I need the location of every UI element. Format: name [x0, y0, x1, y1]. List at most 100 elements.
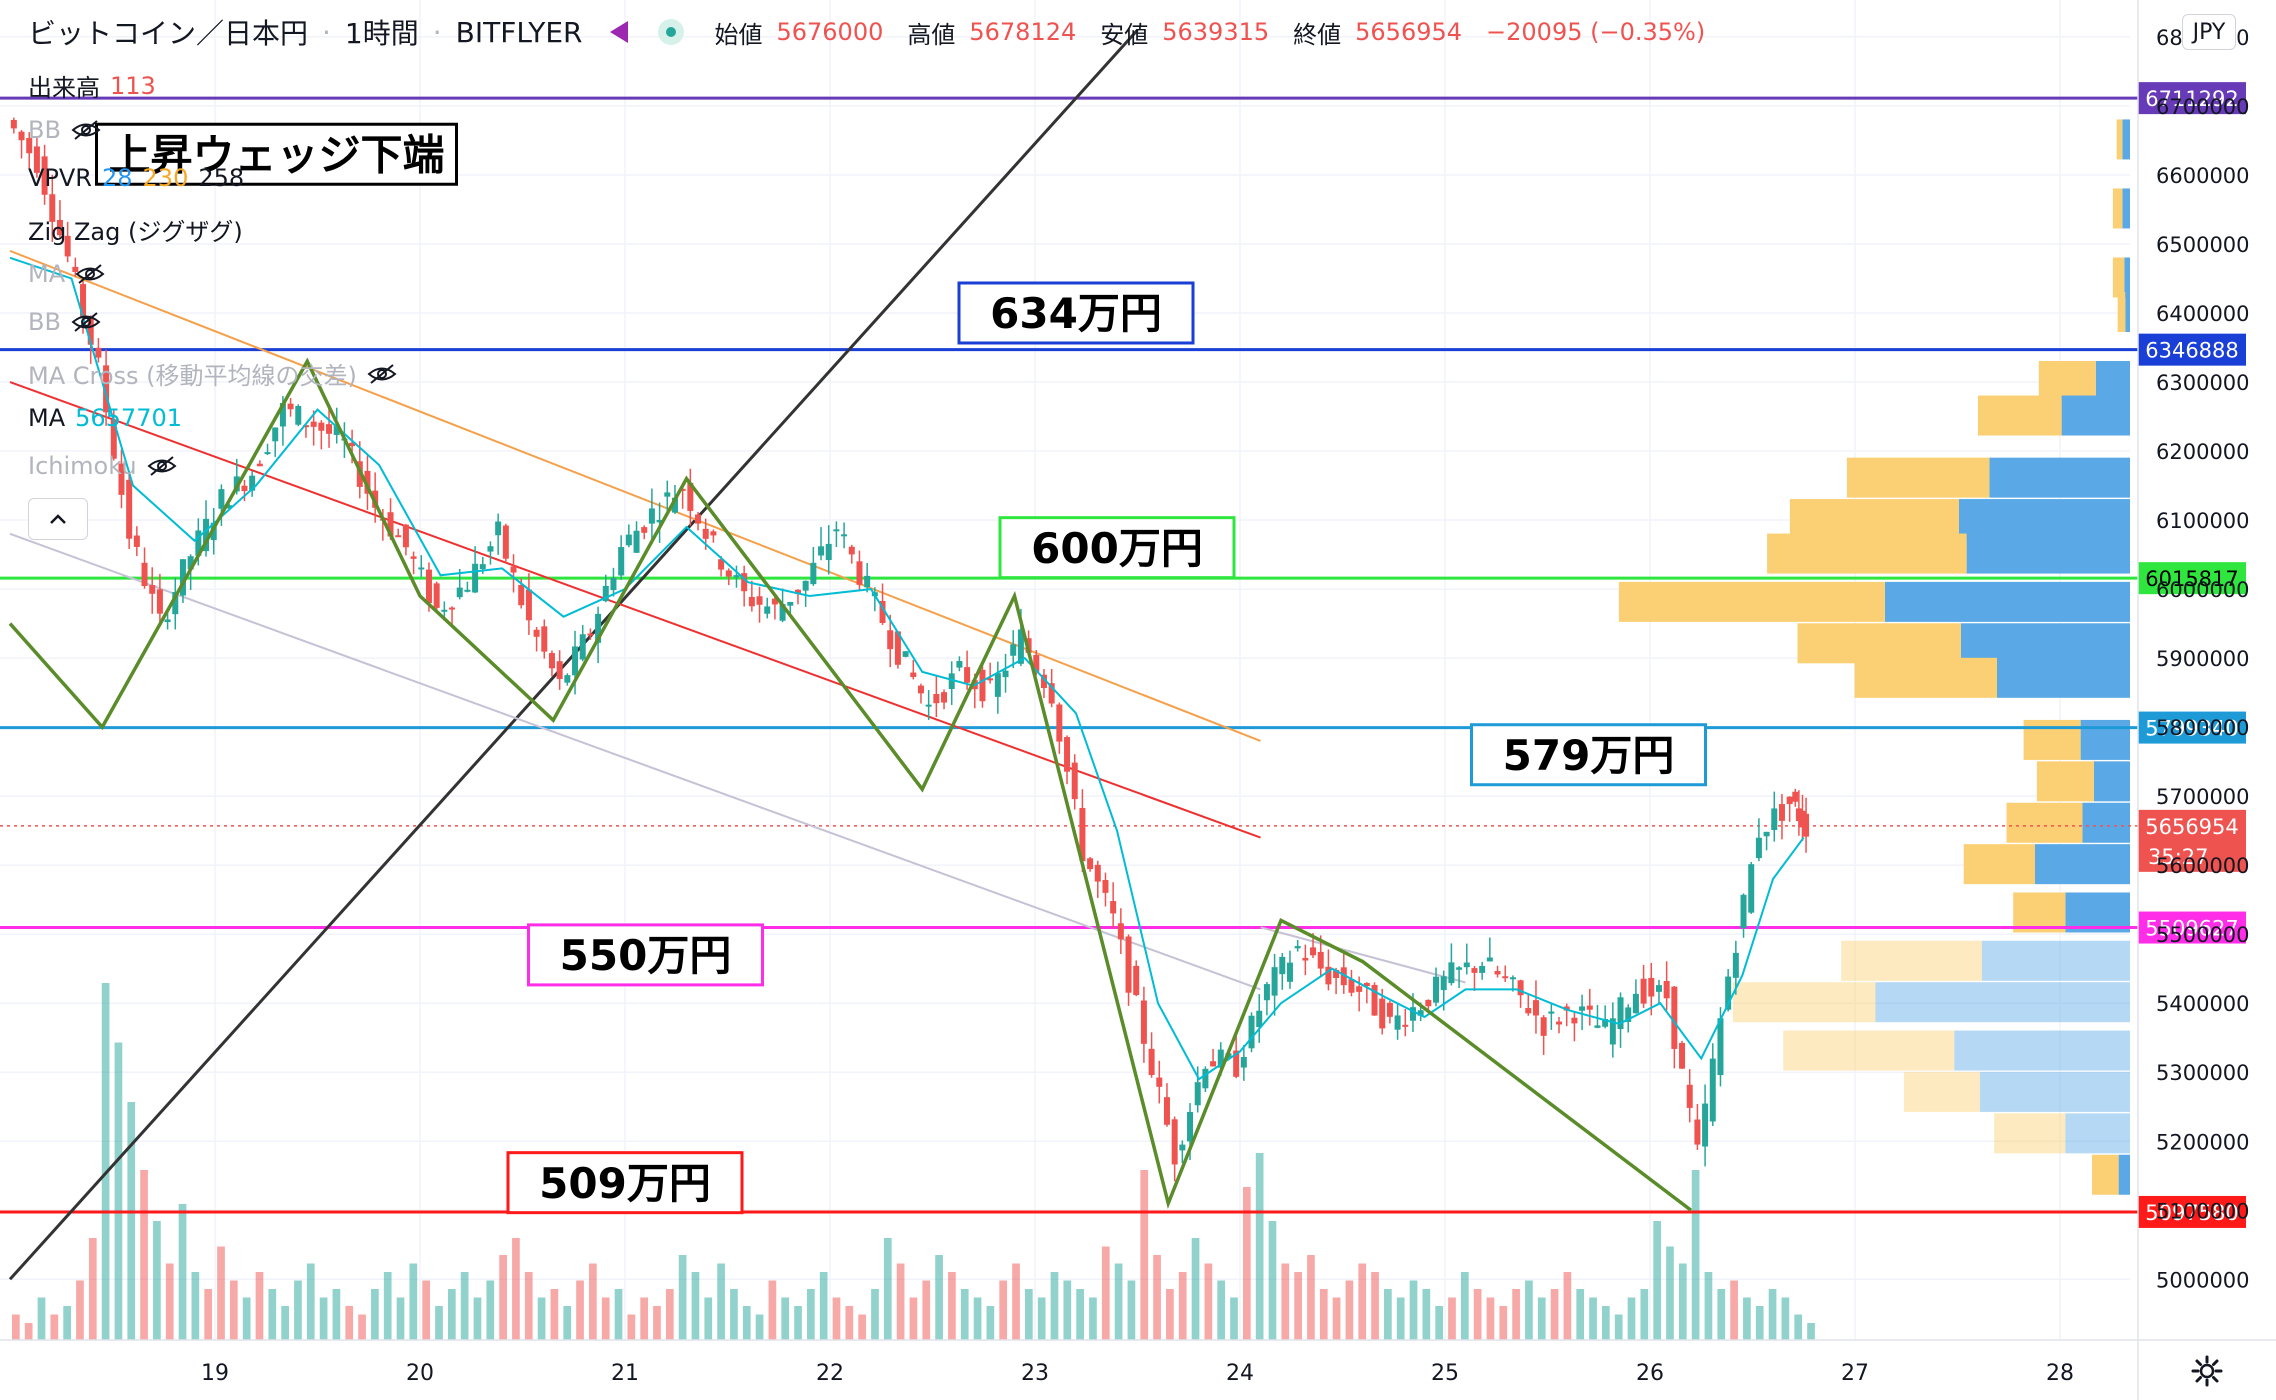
candle-body [279, 403, 286, 427]
x-tick-label: 27 [1841, 1361, 1869, 1386]
candle-body [1425, 999, 1432, 1007]
eye-hidden-icon[interactable] [71, 311, 101, 333]
candle-body [1402, 1024, 1409, 1027]
legend-macross[interactable]: MA Cross (移動平均線の交差) [28, 356, 397, 391]
volume-bar [88, 1238, 97, 1340]
volume-bar [1717, 1289, 1726, 1340]
legend-bb-1[interactable]: BB [28, 116, 101, 144]
collapse-legend-button[interactable] [28, 498, 88, 540]
ma-polyline [9, 256, 1805, 1081]
candle-body [179, 559, 186, 596]
vp-buy-bar [1618, 581, 1885, 622]
y-tick-label: 5300000 [2156, 1061, 2250, 1085]
candle-body [1217, 1049, 1224, 1068]
candle-body [1263, 984, 1270, 1001]
volume-bar [1396, 1297, 1405, 1340]
volume-bar [24, 1323, 33, 1340]
legend-bb-2[interactable]: BB [28, 308, 101, 336]
legend-ma-1[interactable]: MA [28, 260, 105, 288]
legend-ichimoku[interactable]: Ichimoku [28, 452, 177, 480]
volume-bar [447, 1289, 456, 1340]
volume-bar [1191, 1238, 1200, 1340]
legend-vpvr[interactable]: VPVR 28 230 258 [28, 164, 244, 192]
candle-body [218, 489, 225, 509]
candle-body [326, 424, 333, 434]
candle-body [1302, 957, 1309, 961]
vp-buy-bar [2112, 257, 2125, 298]
eye-hidden-icon[interactable] [71, 119, 101, 141]
candle-body [1517, 980, 1524, 996]
annotation-box [998, 516, 1236, 580]
volume-bar [242, 1297, 251, 1340]
volume-bar [999, 1280, 1008, 1340]
price-tag-label: 6346888 [2145, 339, 2239, 363]
candle-body [941, 692, 948, 703]
candle-body [948, 673, 955, 690]
legend-volume[interactable]: 出来高 113 [28, 68, 156, 103]
last-price-label: 5656954 [2145, 815, 2239, 839]
candle-body [441, 609, 448, 612]
vp-sell-bar [2122, 119, 2130, 160]
candle-body [33, 146, 40, 173]
symbol-name[interactable]: ビットコイン／日本円 [28, 17, 309, 50]
vp-buy-bar [2116, 119, 2123, 160]
vp-sell-bar [2061, 395, 2130, 436]
candle-body [741, 573, 748, 592]
eye-hidden-icon[interactable] [147, 455, 177, 477]
candle-body [156, 589, 163, 614]
annotation-text: 550万円 [560, 931, 732, 980]
volume-bar [217, 1246, 225, 1340]
volume-bar [1371, 1272, 1379, 1340]
vp-buy-bar [2038, 361, 2096, 402]
gear-icon[interactable] [2190, 1354, 2224, 1388]
candle-body [810, 562, 817, 585]
candle-body [1479, 965, 1486, 973]
legend-zigzag[interactable]: Zig Zag (ジグザグ) [28, 212, 243, 247]
volume-bar [1268, 1221, 1277, 1340]
vp-sell-bar [1875, 982, 2130, 1023]
x-tick-label: 19 [201, 1361, 229, 1386]
eye-hidden-icon[interactable] [75, 263, 105, 285]
price-tag-label: 6015817 [2145, 567, 2239, 591]
volume-bar [358, 1314, 366, 1340]
vp-buy-bar [1797, 623, 1961, 664]
candle-body [1486, 957, 1493, 962]
candle-body [1792, 791, 1799, 802]
candle-body [595, 613, 602, 643]
legend-ma-2[interactable]: MA 5657701 [28, 404, 182, 432]
volume-bar [845, 1306, 854, 1340]
volume-bar [1255, 1153, 1264, 1340]
candle-body [1310, 947, 1317, 956]
volume-bar [281, 1306, 289, 1340]
volume-bar [50, 1314, 59, 1340]
flag-icon[interactable] [610, 21, 629, 43]
candle-body [1440, 976, 1447, 991]
volume-bar [730, 1289, 738, 1340]
candle-body [318, 422, 325, 431]
candle-body [625, 534, 632, 546]
candle-body [1248, 1015, 1255, 1049]
volume-bar [653, 1306, 661, 1340]
y-tick-label: 5700000 [2156, 785, 2250, 809]
candle-body [1010, 644, 1017, 656]
currency-button[interactable]: JPY [2182, 14, 2236, 50]
candle-body [195, 530, 202, 556]
candle-body [103, 365, 110, 413]
vp-buy-bar [2092, 1154, 2119, 1195]
ohlc-open-value: 5676000 [776, 18, 884, 46]
ohlc-high-label: 高値 [907, 20, 956, 49]
candle-body [1386, 1002, 1393, 1017]
candle-body [564, 675, 571, 683]
candle-body [841, 534, 848, 537]
candle-body [1586, 1005, 1593, 1010]
volume-bar [1755, 1306, 1764, 1340]
candle-body [387, 512, 394, 537]
candle-body [187, 556, 194, 570]
countdown-label: 35:27 [2148, 845, 2209, 869]
candle-body [671, 497, 678, 513]
eye-hidden-icon[interactable] [367, 363, 397, 385]
market-status-icon[interactable] [658, 19, 685, 45]
interval[interactable]: 1時間 [344, 17, 419, 50]
vpvr-value-3: 258 [198, 164, 245, 192]
